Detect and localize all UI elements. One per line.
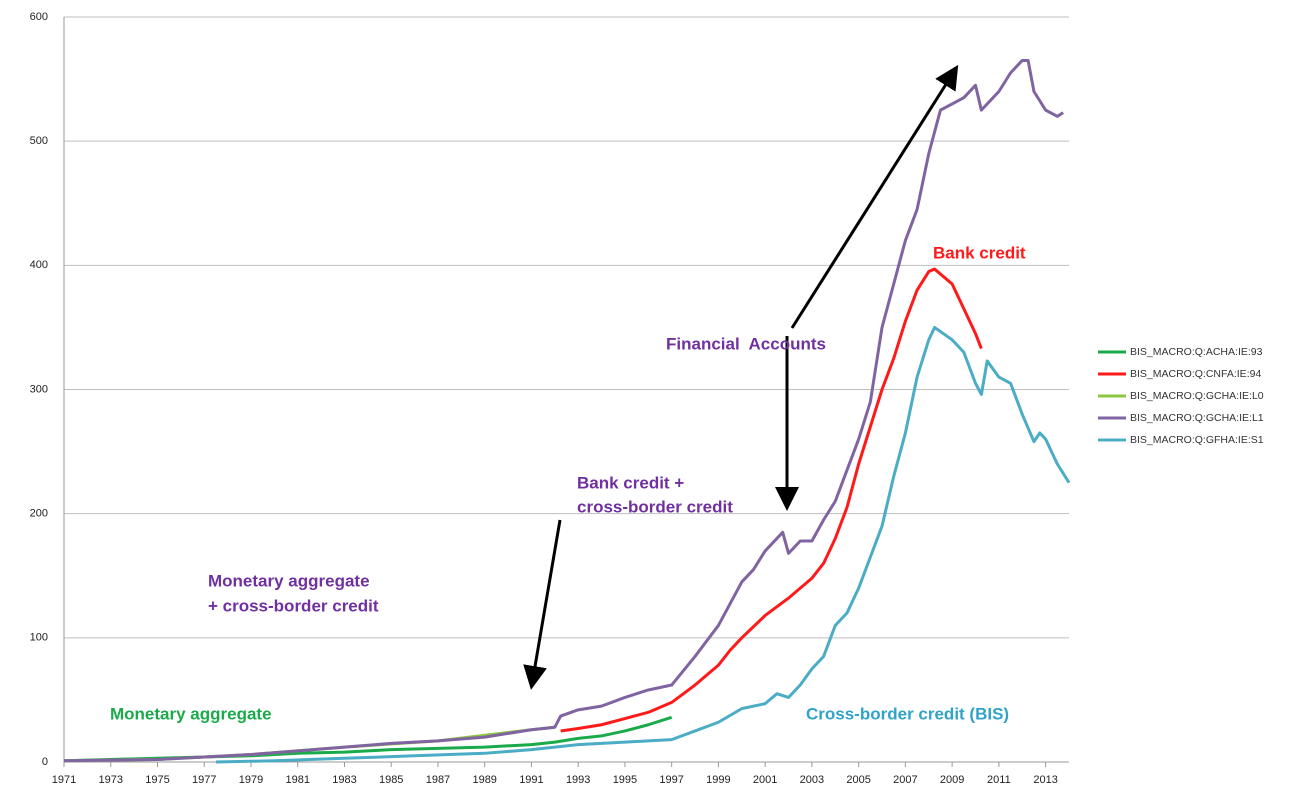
arrows xyxy=(523,64,959,690)
annotation: + cross-border credit xyxy=(208,596,379,615)
y-tick-label: 500 xyxy=(30,135,48,147)
x-tick-label: 1979 xyxy=(239,774,263,786)
annotation: cross-border credit xyxy=(577,497,733,516)
legend-label: BIS_MACRO:Q:CNFA:IE:94 xyxy=(1130,368,1261,380)
legend-label: BIS_MACRO:Q:ACHA:IE:93 xyxy=(1130,346,1263,358)
x-tick-label: 1993 xyxy=(566,774,590,786)
y-tick-label: 400 xyxy=(30,259,48,271)
series-line xyxy=(560,267,983,733)
x-tick-label: 2003 xyxy=(800,774,824,786)
x-tick-label: 1999 xyxy=(706,774,730,786)
x-tick-label: 1975 xyxy=(145,774,169,786)
y-tick-label: 600 xyxy=(30,11,48,23)
x-tick-label: 1973 xyxy=(99,774,123,786)
legend-label: BIS_MACRO:Q:GCHA:IE:L1 xyxy=(1130,412,1264,424)
series-line xyxy=(215,325,1071,764)
legend-label: BIS_MACRO:Q:GFHA:IE:S1 xyxy=(1130,434,1264,446)
x-tick-label: 1987 xyxy=(426,774,450,786)
x-tick-label: 1983 xyxy=(332,774,356,786)
y-tick-label: 200 xyxy=(30,508,48,520)
annotation: Monetary aggregate xyxy=(208,571,370,590)
annotation: Bank credit + xyxy=(577,473,684,492)
arrow xyxy=(523,519,562,690)
x-tick-label: 1977 xyxy=(192,774,216,786)
x-tick-label: 1981 xyxy=(285,774,309,786)
series-line xyxy=(63,58,1064,763)
annotation: Cross-border credit (BIS) xyxy=(806,704,1009,723)
x-tick-label: 2009 xyxy=(940,774,964,786)
y-tick-label: 300 xyxy=(30,383,48,395)
series-line xyxy=(63,715,673,763)
annotation: Monetary aggregate xyxy=(110,704,272,723)
legend-label: BIS_MACRO:Q:GCHA:IE:L0 xyxy=(1130,390,1264,402)
x-tick-label: 2001 xyxy=(753,774,777,786)
x-tick-label: 1995 xyxy=(613,774,637,786)
x-tick-label: 1997 xyxy=(659,774,683,786)
series-line xyxy=(63,725,555,763)
x-tick-label: 1991 xyxy=(519,774,543,786)
x-tick-label: 2005 xyxy=(846,774,870,786)
x-tick-label: 1971 xyxy=(52,774,76,786)
annotation: Financial Accounts xyxy=(666,334,826,353)
y-tick-label: 100 xyxy=(30,632,48,644)
y-tick-label: 0 xyxy=(42,756,48,768)
arrow xyxy=(790,64,959,329)
x-tick-label: 2011 xyxy=(987,774,1011,786)
annotation: Bank credit xyxy=(933,243,1026,262)
x-tick-label: 2013 xyxy=(1033,774,1057,786)
x-tick-label: 1989 xyxy=(472,774,496,786)
x-tick-label: 2007 xyxy=(893,774,917,786)
x-tick-label: 1985 xyxy=(379,774,403,786)
